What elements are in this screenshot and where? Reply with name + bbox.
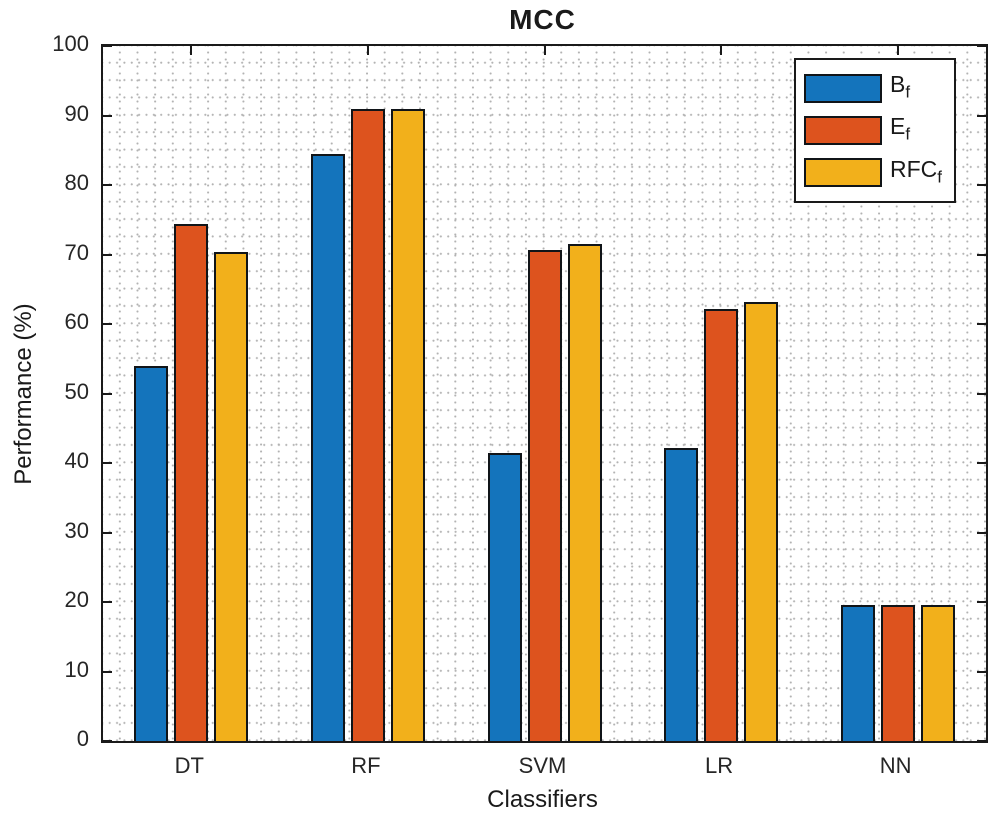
bar-SVM-Ef: [527, 250, 562, 741]
y-tick-label-100: 100: [52, 31, 89, 56]
bar-RF-RFCf: [390, 109, 425, 741]
legend-item-RFCf: RFCf: [804, 153, 946, 193]
left-y-tick-70: [103, 253, 112, 256]
left-y-tick-10: [103, 670, 112, 673]
bar-SVM-RFCf: [567, 244, 602, 741]
x-tick-label-DT: DT: [174, 753, 204, 778]
bar-NN-RFCf: [920, 604, 955, 741]
left-y-tick-90: [103, 114, 112, 117]
legend-item-Bf: Bf: [804, 68, 946, 108]
x-tick-label-NN: NN: [879, 753, 912, 778]
bar-DT-Bf: [134, 365, 169, 741]
top-x-tick-RF: [366, 46, 369, 55]
legend-label-Ef: Ef: [890, 113, 911, 144]
right-y-tick-80: [977, 184, 986, 186]
left-y-tick-50: [103, 392, 112, 395]
bar-NN-Bf: [840, 604, 875, 741]
bar-NN-Ef: [880, 604, 915, 741]
bar-LR-Bf: [664, 448, 699, 741]
y-tick-label-40: 40: [64, 448, 89, 473]
legend-item-Ef: Ef: [804, 110, 946, 150]
top-x-tick-LR: [720, 46, 723, 55]
bar-RF-Bf: [310, 154, 345, 741]
right-y-tick-20: [977, 601, 986, 603]
x-tick-label-RF: RF: [351, 753, 381, 778]
bar-LR-Ef: [704, 308, 739, 741]
top-x-tick-NN: [896, 46, 899, 55]
legend-swatch-Ef: [804, 115, 882, 145]
left-y-tick-30: [103, 531, 112, 534]
right-y-tick-60: [977, 323, 986, 325]
left-y-tick-100: [103, 45, 112, 47]
x-tick-label-LR: LR: [705, 753, 734, 778]
bar-DT-RFCf: [214, 252, 249, 741]
legend: Bf Ef RFCf: [794, 58, 956, 203]
legend-label-Bf: Bf: [890, 70, 911, 102]
y-tick-label-0: 0: [76, 726, 89, 751]
right-y-tick-40: [977, 462, 986, 464]
right-y-tick-50: [977, 392, 986, 395]
y-tick-label-60: 60: [64, 309, 89, 334]
top-x-tick-SVM: [543, 46, 546, 55]
right-y-tick-100: [977, 45, 986, 47]
y-tick-label-90: 90: [64, 100, 89, 126]
y-tick-label-20: 20: [64, 587, 89, 612]
left-y-tick-0: [103, 740, 112, 742]
x-axis-label: Classifiers: [487, 786, 598, 813]
top-x-tick-DT: [190, 46, 193, 55]
right-y-tick-0: [977, 740, 986, 742]
bar-DT-Ef: [174, 223, 209, 741]
y-tick-label-30: 30: [64, 517, 89, 543]
bar-RF-Ef: [350, 109, 385, 741]
left-y-tick-20: [103, 601, 112, 603]
bar-LR-RFCf: [744, 302, 779, 741]
y-tick-label-50: 50: [64, 378, 89, 404]
right-y-tick-90: [977, 114, 986, 117]
right-y-tick-70: [977, 253, 986, 256]
x-tick-label-SVM: SVM: [518, 753, 567, 778]
y-tick-label-10: 10: [64, 656, 89, 682]
y-tick-label-70: 70: [64, 239, 89, 265]
left-y-tick-80: [103, 184, 112, 186]
left-y-tick-40: [103, 462, 112, 464]
legend-swatch-Bf: [804, 73, 882, 103]
left-y-tick-60: [103, 323, 112, 325]
right-y-tick-30: [977, 531, 986, 534]
y-tick-label-80: 80: [64, 170, 89, 195]
right-y-tick-10: [977, 670, 986, 673]
legend-label-RFCf: RFCf: [890, 155, 943, 187]
bar-SVM-Bf: [487, 453, 522, 741]
chart-title: MCC: [509, 4, 576, 35]
legend-swatch-RFCf: [804, 158, 882, 188]
